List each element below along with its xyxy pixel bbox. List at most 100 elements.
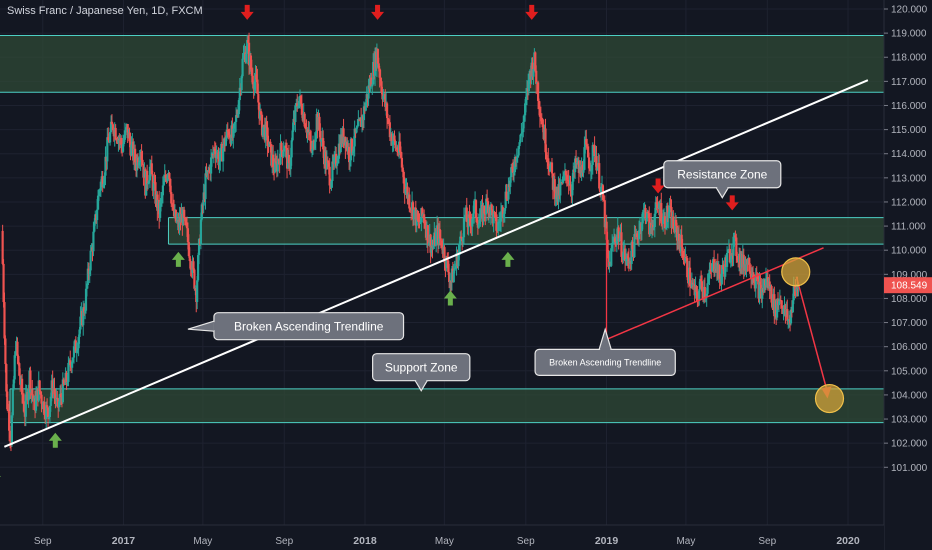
candle-body — [138, 160, 141, 163]
candle-body — [653, 213, 656, 228]
candle-body — [232, 128, 235, 138]
candle-body — [342, 128, 345, 144]
candle-body — [510, 167, 513, 178]
candle-body — [709, 269, 712, 271]
candle-body — [104, 156, 107, 176]
candle-body — [111, 124, 114, 131]
target-circle — [814, 383, 845, 414]
candle-body — [121, 143, 125, 152]
candle-body — [53, 388, 56, 395]
callout-broken-ascending-trendline: Broken Ascending Trendline — [187, 312, 405, 341]
candle-body — [107, 137, 110, 141]
candle-body — [721, 265, 724, 274]
candle-body — [197, 255, 200, 281]
candle-body — [175, 220, 178, 222]
candle-body — [355, 127, 358, 133]
candle-body — [695, 286, 698, 292]
candle-body — [547, 158, 550, 166]
candle-body — [598, 163, 601, 189]
candle-body — [786, 308, 789, 321]
candle-body — [596, 168, 599, 171]
candle-body — [309, 132, 312, 141]
candle-body — [101, 176, 104, 188]
candle-body — [348, 146, 351, 163]
candle-body — [706, 283, 709, 294]
candle-body — [690, 282, 693, 288]
candle-body — [124, 128, 127, 131]
candle-body — [148, 166, 152, 181]
trendline-broken_ascending_main — [3, 79, 869, 448]
candle-body — [279, 142, 282, 165]
candle-body — [581, 164, 584, 173]
candle-body — [780, 300, 783, 308]
price-tick-label: 109.000 — [891, 270, 928, 281]
candle-body — [49, 396, 52, 406]
candle-body — [565, 175, 568, 180]
candle-body — [83, 310, 87, 313]
candle-body — [12, 379, 15, 390]
candle-body — [792, 286, 795, 301]
candle-body — [233, 123, 236, 129]
candle-body — [511, 168, 515, 173]
candle-body — [667, 212, 670, 219]
candle-body — [297, 101, 301, 107]
candle-body — [358, 119, 361, 121]
candle-body — [711, 263, 714, 272]
candle-body — [521, 132, 524, 134]
candle-body — [240, 76, 243, 91]
candle-body — [256, 79, 259, 94]
candle-body — [583, 147, 586, 170]
candle-body — [423, 223, 427, 227]
candle-body — [140, 151, 143, 160]
candle-body — [8, 430, 12, 438]
candle-body — [460, 236, 463, 239]
candle-body — [362, 106, 366, 121]
price-tick-label: 112.000 — [891, 197, 927, 208]
candle-body — [10, 415, 14, 446]
candle-body — [680, 234, 683, 248]
candle-body — [314, 133, 317, 142]
current-price-label: 108.549 — [891, 281, 928, 292]
candle-body — [655, 202, 658, 204]
candle-body — [567, 180, 570, 186]
candle-body — [146, 170, 149, 185]
candle-body — [209, 157, 213, 174]
candle-body — [522, 121, 525, 133]
candle-body — [459, 236, 462, 246]
candle-body — [430, 245, 433, 253]
candle-body — [378, 68, 381, 78]
candle-body — [756, 276, 759, 280]
candle-body — [130, 144, 133, 156]
candle-body — [758, 281, 761, 299]
candle-body — [795, 287, 798, 292]
candle-body — [197, 238, 201, 256]
candle-body — [539, 116, 542, 118]
candle-body — [72, 346, 76, 358]
candle-body — [386, 118, 390, 121]
price-axis[interactable] — [884, 0, 932, 550]
candle-body — [287, 154, 290, 163]
candle-body — [615, 234, 618, 244]
candle-body — [736, 256, 739, 261]
candle-body — [22, 401, 26, 412]
candle-body — [611, 243, 614, 249]
down-arrow-icon — [725, 195, 739, 211]
candle-body — [688, 267, 692, 287]
candle-body — [364, 102, 367, 111]
candle-body — [39, 391, 42, 395]
candle-body — [283, 148, 286, 152]
candle-body — [238, 87, 241, 101]
candle-body — [532, 69, 535, 77]
candle-body — [396, 147, 399, 153]
candle-body — [591, 145, 594, 165]
callout-text: Resistance Zone — [677, 168, 767, 182]
candle-body — [541, 124, 544, 128]
candle-body — [550, 162, 554, 174]
candle-body — [296, 103, 299, 107]
candle-body — [11, 389, 14, 416]
candle-body — [534, 52, 537, 71]
candle-body — [524, 96, 528, 104]
candle-body — [242, 55, 245, 59]
time-axis[interactable] — [0, 525, 884, 550]
